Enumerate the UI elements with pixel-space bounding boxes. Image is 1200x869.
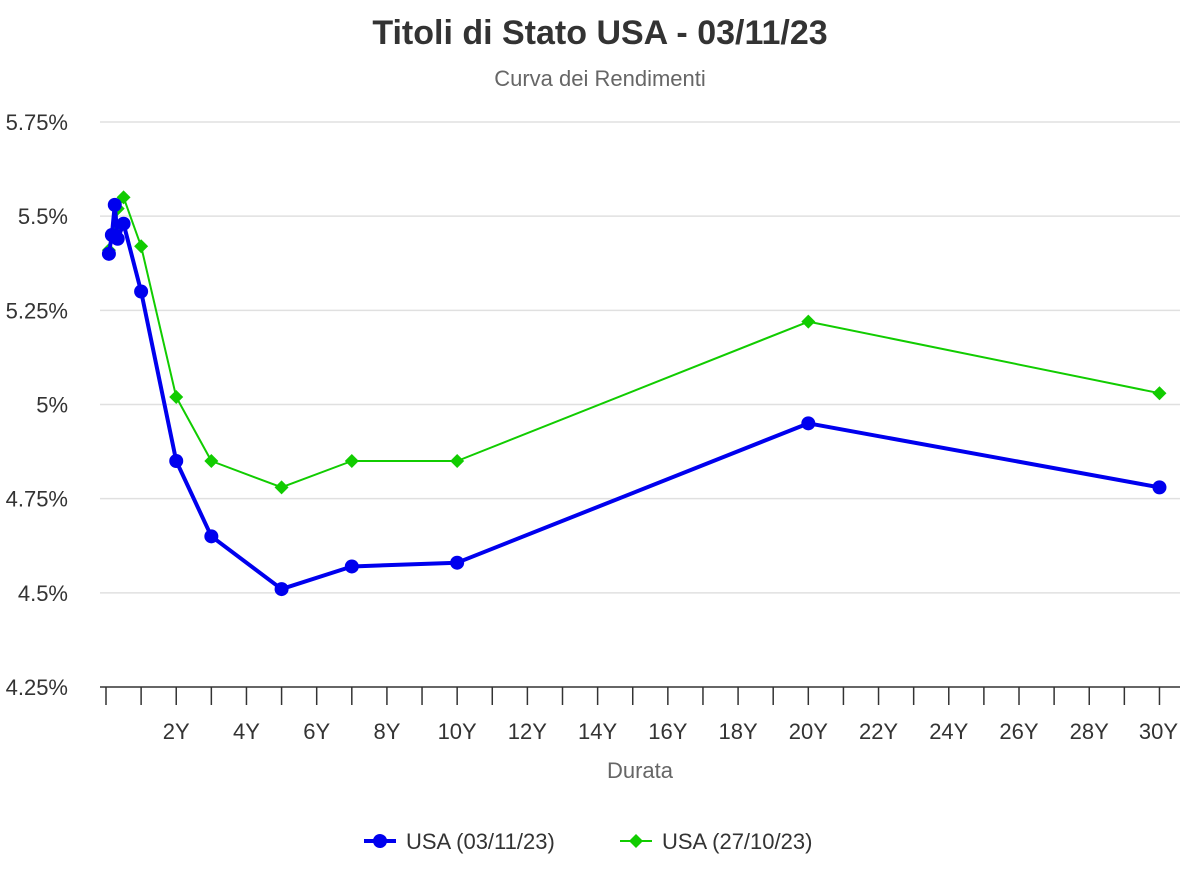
y-tick-label: 5.25% bbox=[6, 298, 68, 323]
x-tick-label: 6Y bbox=[303, 719, 330, 744]
legend-label: USA (27/10/23) bbox=[662, 829, 812, 854]
chart-title: Titoli di Stato USA - 03/11/23 bbox=[372, 14, 828, 52]
data-point-circle[interactable] bbox=[101, 246, 116, 261]
x-tick-label: 4Y bbox=[233, 719, 260, 744]
data-point-circle[interactable] bbox=[107, 197, 122, 212]
y-tick-label: 5% bbox=[36, 393, 68, 418]
data-point-diamond[interactable] bbox=[801, 314, 816, 329]
x-tick-label: 28Y bbox=[1070, 719, 1109, 744]
data-point-diamond[interactable] bbox=[204, 454, 219, 468]
x-tick-label: 8Y bbox=[373, 719, 400, 744]
grid-layer bbox=[100, 121, 1180, 594]
x-tick-label: 24Y bbox=[929, 719, 968, 744]
data-point-diamond[interactable] bbox=[450, 454, 465, 468]
data-point-circle[interactable] bbox=[204, 529, 219, 544]
x-tick-label: 22Y bbox=[859, 719, 898, 744]
x-tick-label: 12Y bbox=[508, 719, 547, 744]
x-tick-label: 10Y bbox=[438, 719, 477, 744]
legend[interactable]: USA (03/11/23) USA (27/10/23) bbox=[364, 829, 812, 854]
legend-marker-diamond bbox=[629, 834, 643, 848]
y-tick-label: 4.5% bbox=[18, 581, 68, 606]
y-tick-label: 5.5% bbox=[18, 204, 68, 229]
data-point-diamond[interactable] bbox=[134, 239, 149, 254]
x-tick-label: 18Y bbox=[719, 719, 758, 744]
y-tick-label: 5.75% bbox=[6, 110, 68, 135]
series-line bbox=[107, 196, 1160, 489]
data-point-diamond[interactable] bbox=[344, 454, 359, 468]
series-group bbox=[101, 197, 1167, 597]
data-point-circle[interactable] bbox=[801, 416, 816, 431]
y-tick-label: 4.25% bbox=[6, 675, 68, 700]
legend-label: USA (03/11/23) bbox=[406, 829, 555, 854]
legend-item[interactable]: USA (03/11/23) bbox=[364, 829, 555, 854]
x-tick-label: 20Y bbox=[789, 719, 828, 744]
x-tick-label: 14Y bbox=[578, 719, 617, 744]
x-tick-label: 2Y bbox=[163, 719, 190, 744]
data-point-diamond[interactable] bbox=[274, 480, 289, 495]
legend-item[interactable]: USA (27/10/23) bbox=[620, 829, 812, 854]
data-point-circle[interactable] bbox=[344, 559, 359, 574]
data-point-circle[interactable] bbox=[110, 231, 125, 246]
series-line bbox=[106, 202, 1160, 592]
data-point-diamond[interactable] bbox=[1152, 386, 1167, 401]
y-tick-label: 4.75% bbox=[6, 487, 68, 512]
data-point-circle[interactable] bbox=[169, 454, 184, 468]
x-tick-label: 30Y bbox=[1139, 719, 1178, 744]
x-tick-label: 26Y bbox=[999, 719, 1038, 744]
legend-marker-circle bbox=[373, 834, 387, 848]
axis-layer: 4.25% 4.5% 4.75% 5% 5.25% 5.5% 5.75% 2Y 4Y 6Y 8Y 10… bbox=[6, 110, 1180, 744]
data-point-circle[interactable] bbox=[1152, 480, 1167, 495]
x-axis-title: Durata bbox=[607, 758, 674, 783]
data-point-diamond[interactable] bbox=[169, 389, 184, 404]
data-point-circle[interactable] bbox=[450, 555, 465, 570]
series-group bbox=[101, 190, 1167, 495]
data-point-circle[interactable] bbox=[134, 284, 149, 299]
data-point-circle[interactable] bbox=[116, 216, 131, 231]
chart-subtitle: Curva dei Rendimenti bbox=[494, 66, 706, 91]
series-layer bbox=[101, 190, 1167, 597]
x-tick-label: 16Y bbox=[648, 719, 687, 744]
data-point-circle[interactable] bbox=[274, 582, 289, 597]
